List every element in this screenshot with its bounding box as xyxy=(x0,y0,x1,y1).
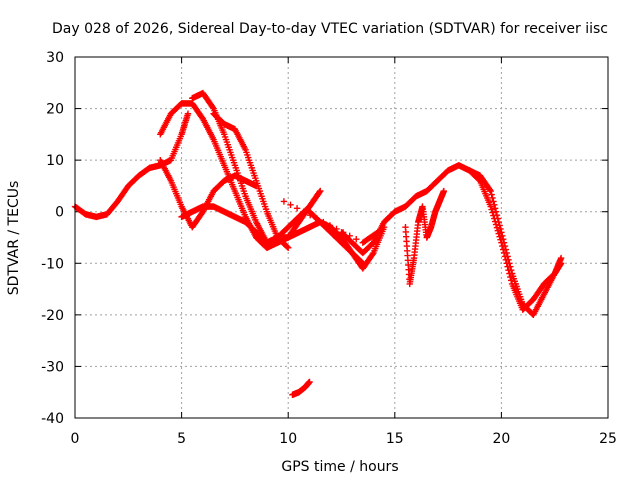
data-point xyxy=(492,221,500,228)
data-point xyxy=(316,187,324,195)
series-track-j xyxy=(402,187,448,288)
data-point xyxy=(501,253,509,260)
data-point xyxy=(346,232,353,239)
x-tick-label: 10 xyxy=(279,431,297,447)
x-tick-label: 15 xyxy=(386,431,404,447)
data-point xyxy=(287,201,294,209)
data-point xyxy=(491,218,499,225)
data-point xyxy=(280,198,288,205)
data-point xyxy=(184,110,192,117)
data-point xyxy=(488,191,495,198)
series-track-a xyxy=(71,110,192,221)
data-point xyxy=(293,205,301,212)
data-point xyxy=(504,263,511,270)
axis-ticks: 0 5 10 15 20 25 -40 -30 -20 -10 0 10 20 30 xyxy=(41,50,617,447)
data-point xyxy=(496,233,503,240)
data-point xyxy=(339,229,347,236)
data-point xyxy=(489,209,496,216)
x-tick-label: 25 xyxy=(599,431,617,447)
data-point xyxy=(285,244,292,252)
data-point xyxy=(209,104,216,111)
data-point xyxy=(498,239,505,246)
data-point xyxy=(374,229,381,236)
data-point xyxy=(494,227,502,234)
data-point xyxy=(373,230,380,237)
plot-frame xyxy=(74,56,609,419)
data-point xyxy=(253,182,260,190)
data-point xyxy=(491,215,498,222)
series-track-i xyxy=(338,162,526,308)
y-tick-label: -10 xyxy=(41,256,64,272)
y-axis-label: SDTVAR / TECUs xyxy=(6,181,22,296)
data-point xyxy=(487,203,494,210)
data-point xyxy=(492,208,500,215)
data-point xyxy=(505,266,512,274)
data-point xyxy=(353,236,360,243)
data-point xyxy=(486,186,494,193)
data-point xyxy=(316,189,323,196)
series-track-n xyxy=(280,198,381,246)
series-track-e xyxy=(157,156,260,231)
data-point xyxy=(369,251,376,258)
series-track-b xyxy=(157,100,281,252)
data-point xyxy=(499,246,507,253)
data-point xyxy=(490,212,497,219)
data-point xyxy=(358,259,366,266)
data-point xyxy=(503,260,510,267)
series-track-c xyxy=(189,89,324,246)
data-point xyxy=(500,249,508,257)
y-tick-label: 30 xyxy=(46,50,64,66)
data-points xyxy=(71,89,565,398)
grid-lines xyxy=(75,57,608,418)
data-point xyxy=(557,254,565,262)
y-tick-label: 10 xyxy=(46,153,64,169)
data-point xyxy=(495,230,502,237)
chart-title: Day 028 of 2026, Sidereal Day-to-day VTE… xyxy=(52,21,608,37)
series-track-l xyxy=(508,254,565,319)
data-point xyxy=(333,225,340,233)
data-point xyxy=(326,222,334,229)
x-tick-label: 0 xyxy=(71,431,80,447)
data-point xyxy=(497,236,504,243)
x-tick-label: 20 xyxy=(492,431,510,447)
x-axis-label: GPS time / hours xyxy=(281,459,398,475)
data-point xyxy=(490,198,497,205)
data-point xyxy=(487,187,494,195)
data-point xyxy=(307,211,314,219)
data-point xyxy=(493,224,501,231)
data-point xyxy=(313,215,321,222)
data-point xyxy=(284,243,291,251)
y-tick-label: -20 xyxy=(41,308,64,324)
data-point xyxy=(499,242,506,250)
data-point xyxy=(502,256,510,264)
y-tick-label: -40 xyxy=(41,411,64,427)
series-track-h xyxy=(306,208,367,267)
y-tick-label: -30 xyxy=(41,359,64,375)
series-track-m xyxy=(289,378,313,398)
data-point xyxy=(306,378,313,386)
y-tick-label: 20 xyxy=(46,102,64,118)
data-point xyxy=(491,205,499,212)
data-point xyxy=(440,187,448,195)
x-tick-label: 5 xyxy=(177,431,186,447)
data-point xyxy=(488,206,495,213)
data-point xyxy=(300,208,307,215)
data-point xyxy=(320,218,327,226)
y-tick-label: 0 xyxy=(55,205,64,221)
data-point xyxy=(359,260,367,267)
